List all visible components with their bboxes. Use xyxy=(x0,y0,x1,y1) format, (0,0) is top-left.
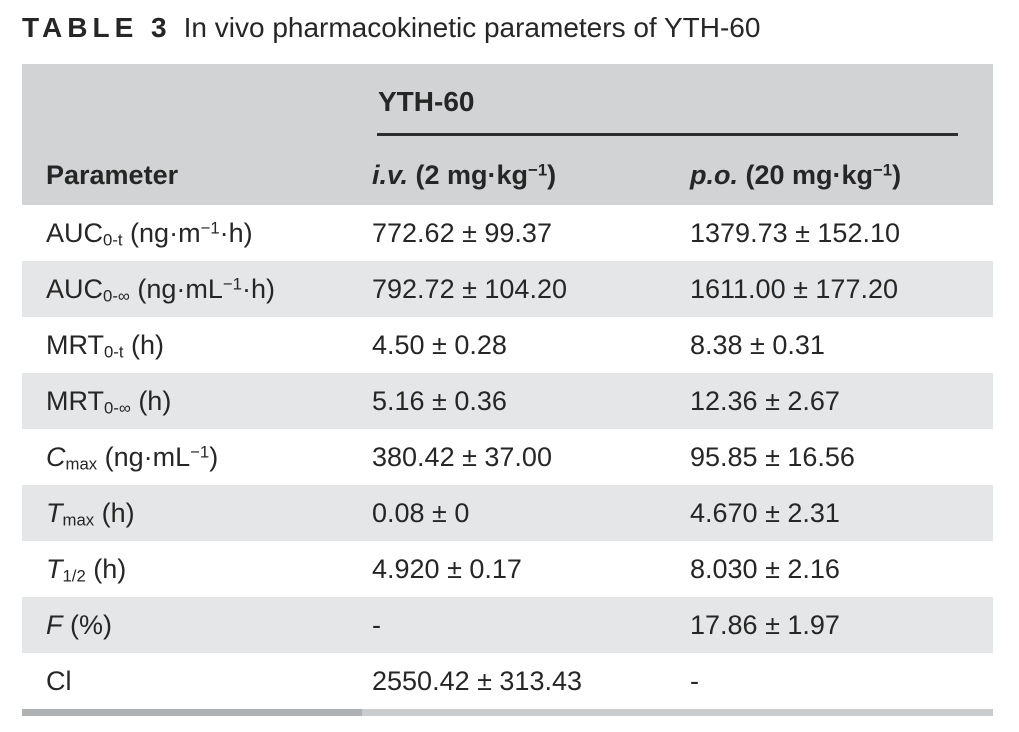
cell-parameter: Cmax (ng·mL−1) xyxy=(22,442,372,473)
cell-po-value: 1379.73 ± 152.10 xyxy=(690,217,901,248)
cell-parameter: AUC0-∞ (ng·mL−1·h) xyxy=(22,274,372,305)
cell-iv-value: 2550.42 ± 313.43 xyxy=(372,665,583,696)
cell-iv-value: 4.920 ± 0.17 xyxy=(372,553,522,584)
cell-iv-value: 4.50 ± 0.28 xyxy=(372,329,507,360)
cell-po-value: 95.85 ± 16.56 xyxy=(690,441,855,472)
param-symbol: Cl xyxy=(46,665,72,696)
table-caption-text: In vivo pharmacokinetic parameters of YT… xyxy=(183,12,761,43)
cell-iv-value: 792.72 ± 104.20 xyxy=(372,273,567,304)
po-dose-unit: (20 mg·kg xyxy=(738,160,874,190)
param-subscript: max xyxy=(65,454,98,474)
cell-po-value: 4.670 ± 2.31 xyxy=(690,497,840,528)
param-unit-close: ) xyxy=(209,441,219,472)
group-header-rule xyxy=(377,133,958,136)
iv-abbrev: i.v. xyxy=(372,160,409,190)
param-symbol: T xyxy=(46,553,63,584)
col-header-iv: i.v. (2 mg·kg−1) xyxy=(372,160,690,191)
param-unit: (h) xyxy=(94,497,135,528)
cell-parameter: Tmax (h) xyxy=(22,498,372,529)
param-subscript: max xyxy=(62,510,95,530)
cell-parameter: MRT0-∞ (h) xyxy=(22,386,372,417)
param-unit-close: ·h) xyxy=(241,273,275,304)
table-caption: TABLE 3 In vivo pharmacokinetic parameter… xyxy=(22,12,760,44)
param-unit: (h) xyxy=(130,385,172,416)
cell-parameter: T1/2 (h) xyxy=(22,554,372,585)
table-row-tmax: Tmax (h) 0.08 ± 0 4.670 ± 2.31 xyxy=(22,485,993,541)
table-row-mrt0t: MRT0-t (h) 4.50 ± 0.28 8.38 ± 0.31 xyxy=(22,317,993,373)
table-row-auc0inf: AUC0-∞ (ng·mL−1·h) 792.72 ± 104.20 1611.… xyxy=(22,261,993,317)
cell-po-value: 8.38 ± 0.31 xyxy=(690,329,825,360)
po-dose-exponent: −1 xyxy=(873,160,893,180)
cell-iv-value: 0.08 ± 0 xyxy=(372,497,470,528)
table-number: TABLE 3 xyxy=(22,12,172,43)
param-unit-exponent: −1 xyxy=(222,274,242,294)
param-subscript: 0-∞ xyxy=(104,398,131,418)
column-header-row: Parameter i.v. (2 mg·kg−1) p.o. (20 mg·k… xyxy=(22,160,993,191)
cell-po-value: 12.36 ± 2.67 xyxy=(690,385,840,416)
cell-parameter: Cl xyxy=(22,666,372,697)
iv-dose-unit-close: ) xyxy=(547,160,557,190)
table-row-thalf: T1/2 (h) 4.920 ± 0.17 8.030 ± 2.16 xyxy=(22,541,993,597)
table-body: AUC0-t (ng·m−1·h) 772.62 ± 99.37 1379.73… xyxy=(22,205,993,709)
param-unit: (ng·mL xyxy=(129,273,223,304)
param-symbol: MRT xyxy=(46,385,104,416)
col-header-po: p.o. (20 mg·kg−1) xyxy=(690,160,993,191)
param-subscript: 1/2 xyxy=(62,566,86,586)
iv-dose-unit: (2 mg·kg xyxy=(408,160,529,190)
param-unit-exponent: −1 xyxy=(190,442,210,462)
param-subscript: 0-t xyxy=(104,342,124,362)
po-abbrev: p.o. xyxy=(690,160,738,190)
table-row-clearance: Cl 2550.42 ± 313.43 - xyxy=(22,653,993,709)
param-symbol: MRT xyxy=(46,329,104,360)
cell-po-value: 1611.00 ± 177.20 xyxy=(690,273,898,304)
table-row-auc0t: AUC0-t (ng·m−1·h) 772.62 ± 99.37 1379.73… xyxy=(22,205,993,261)
param-unit: (ng·m xyxy=(122,217,201,248)
table-row-mrt0inf: MRT0-∞ (h) 5.16 ± 0.36 12.36 ± 2.67 xyxy=(22,373,993,429)
cell-iv-value: 380.42 ± 37.00 xyxy=(372,441,552,472)
param-unit: (ng·mL xyxy=(97,441,191,472)
po-dose-unit-close: ) xyxy=(892,160,902,190)
table-bottom-rule xyxy=(22,709,993,716)
table-row-cmax: Cmax (ng·mL−1) 380.42 ± 37.00 95.85 ± 16… xyxy=(22,429,993,485)
cell-po-value: 8.030 ± 2.16 xyxy=(690,553,840,584)
cell-po-value: 17.86 ± 1.97 xyxy=(690,609,840,640)
group-header-label: YTH-60 xyxy=(378,86,475,117)
param-symbol: AUC xyxy=(46,217,104,248)
param-subscript: 0-∞ xyxy=(103,286,130,306)
param-symbol: C xyxy=(46,441,66,472)
table-row-bioavailability: F (%) - 17.86 ± 1.97 xyxy=(22,597,993,653)
param-unit-exponent: −1 xyxy=(200,218,220,238)
param-subscript: 0-t xyxy=(103,230,123,250)
cell-parameter: F (%) xyxy=(22,610,372,641)
cell-iv-value: 5.16 ± 0.36 xyxy=(372,385,507,416)
pk-table: YTH-60 Parameter i.v. (2 mg·kg−1) p.o. (… xyxy=(22,64,993,716)
col-header-parameter: Parameter xyxy=(46,160,179,190)
param-symbol: F xyxy=(46,609,63,640)
iv-dose-exponent: −1 xyxy=(528,160,548,180)
param-unit: (h) xyxy=(123,329,165,360)
param-unit: (%) xyxy=(62,609,112,640)
cell-po-value: - xyxy=(690,665,699,696)
table-header: YTH-60 Parameter i.v. (2 mg·kg−1) p.o. (… xyxy=(22,64,993,205)
cell-iv-value: 772.62 ± 99.37 xyxy=(372,217,552,248)
cell-parameter: MRT0-t (h) xyxy=(22,330,372,361)
param-symbol: T xyxy=(46,497,63,528)
param-unit: (h) xyxy=(85,553,127,584)
cell-iv-value: - xyxy=(372,609,381,640)
param-unit-close: ·h) xyxy=(219,217,253,248)
cell-parameter: AUC0-t (ng·m−1·h) xyxy=(22,218,372,249)
param-symbol: AUC xyxy=(46,273,104,304)
